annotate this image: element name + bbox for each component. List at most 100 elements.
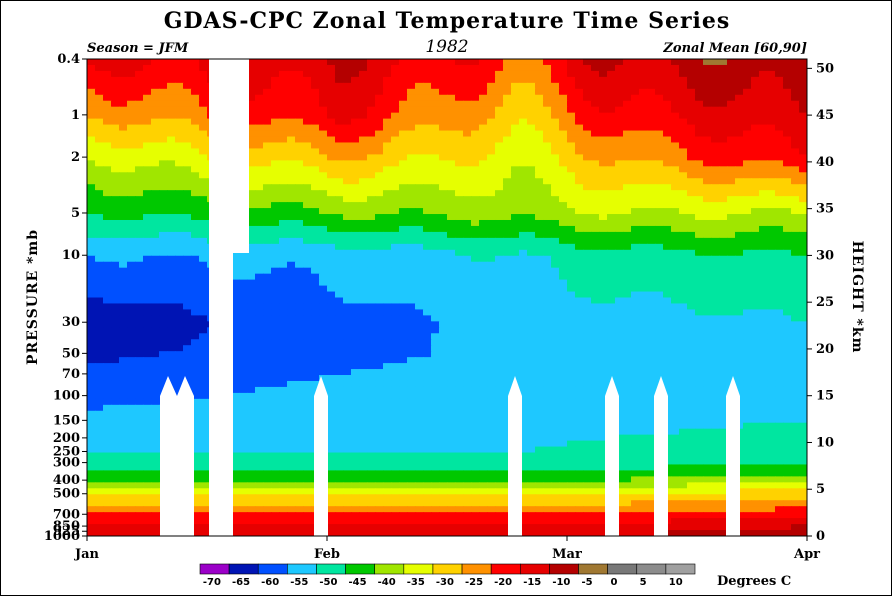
field-cell bbox=[407, 64, 416, 72]
field-cell bbox=[439, 321, 448, 328]
field-cell bbox=[679, 136, 688, 144]
field-cell bbox=[327, 243, 336, 251]
field-cell bbox=[783, 172, 792, 179]
field-cell bbox=[463, 309, 472, 316]
field-cell bbox=[799, 333, 807, 340]
field-cell bbox=[487, 130, 496, 138]
field-cell bbox=[527, 118, 536, 126]
field-cell bbox=[655, 178, 664, 185]
field-cell bbox=[279, 100, 288, 108]
field-cell bbox=[351, 94, 360, 102]
field-cell bbox=[399, 249, 408, 257]
field-cell bbox=[511, 112, 520, 120]
field-cell bbox=[255, 333, 264, 340]
field-cell bbox=[663, 309, 672, 316]
field-cell bbox=[775, 225, 784, 233]
field-cell bbox=[671, 243, 680, 251]
field-cell bbox=[423, 70, 432, 78]
field-cell bbox=[631, 88, 640, 96]
field-cell bbox=[535, 249, 544, 257]
field-cell bbox=[135, 267, 144, 275]
field-cell bbox=[791, 70, 800, 78]
field-cell bbox=[319, 196, 328, 203]
field-cell bbox=[751, 214, 760, 221]
field-cell bbox=[559, 231, 568, 239]
field-cell bbox=[399, 219, 408, 227]
field-cell bbox=[535, 208, 544, 215]
field-cell bbox=[159, 196, 168, 203]
field-cell bbox=[615, 196, 624, 203]
field-cell bbox=[591, 148, 600, 155]
field-cell bbox=[671, 160, 680, 167]
field-cell bbox=[519, 196, 528, 203]
field-cell bbox=[423, 166, 432, 173]
field-cell bbox=[151, 118, 160, 126]
field-cell bbox=[567, 118, 576, 126]
field-cell bbox=[359, 375, 368, 382]
field-cell bbox=[247, 386, 256, 394]
field-cell bbox=[367, 339, 376, 346]
field-cell bbox=[591, 309, 600, 316]
field-cell bbox=[311, 267, 320, 275]
field-cell bbox=[687, 184, 696, 191]
field-cell bbox=[183, 76, 192, 84]
field-cell bbox=[471, 202, 480, 209]
field-cell bbox=[399, 148, 408, 155]
field-cell bbox=[751, 380, 760, 388]
field-cell bbox=[503, 219, 512, 227]
field-cell bbox=[767, 237, 776, 245]
field-cell bbox=[791, 196, 800, 203]
field-cell bbox=[663, 267, 672, 275]
field-cell bbox=[719, 64, 728, 72]
field-cell bbox=[743, 243, 752, 251]
field-cell bbox=[303, 112, 312, 120]
field-cell bbox=[471, 291, 480, 299]
field-cell bbox=[119, 321, 128, 328]
field-cell bbox=[175, 339, 184, 346]
field-cell bbox=[247, 184, 256, 191]
field-cell bbox=[199, 172, 208, 179]
field-cell bbox=[663, 190, 672, 197]
field-cell bbox=[735, 136, 744, 144]
field-cell bbox=[87, 273, 96, 281]
field-cell bbox=[303, 369, 312, 376]
field-cell bbox=[711, 118, 720, 126]
field-cell bbox=[575, 279, 584, 287]
field-cell bbox=[407, 297, 416, 305]
field-cell bbox=[327, 249, 336, 257]
field-cell bbox=[703, 136, 712, 144]
field-cell bbox=[359, 184, 368, 191]
field-cell bbox=[759, 261, 768, 269]
field-cell bbox=[487, 327, 496, 334]
field-cell bbox=[159, 291, 168, 299]
field-cell bbox=[447, 261, 456, 269]
field-cell bbox=[471, 130, 480, 138]
field-cell bbox=[127, 333, 136, 340]
field-cell bbox=[687, 297, 696, 305]
field-cell bbox=[647, 309, 656, 316]
field-cell bbox=[439, 64, 448, 72]
field-cell bbox=[367, 291, 376, 299]
field-cell bbox=[463, 261, 472, 269]
field-cell bbox=[351, 351, 360, 358]
field-cell bbox=[519, 124, 528, 132]
field-cell bbox=[679, 249, 688, 257]
field-cell bbox=[431, 261, 440, 269]
field-cell bbox=[735, 345, 744, 352]
field-cell bbox=[775, 82, 784, 90]
field-cell bbox=[679, 154, 688, 161]
field-cell bbox=[655, 64, 664, 72]
field-cell bbox=[87, 380, 96, 388]
field-cell bbox=[599, 327, 608, 334]
field-cell bbox=[135, 118, 144, 126]
field-cell bbox=[111, 112, 120, 120]
field-cell bbox=[751, 208, 760, 215]
field-cell bbox=[183, 142, 192, 150]
field-cell bbox=[159, 249, 168, 257]
field-cell bbox=[583, 106, 592, 114]
field-cell bbox=[599, 261, 608, 269]
field-cell bbox=[479, 172, 488, 179]
field-cell bbox=[343, 369, 352, 376]
field-cell bbox=[751, 136, 760, 144]
field-cell bbox=[671, 214, 680, 221]
